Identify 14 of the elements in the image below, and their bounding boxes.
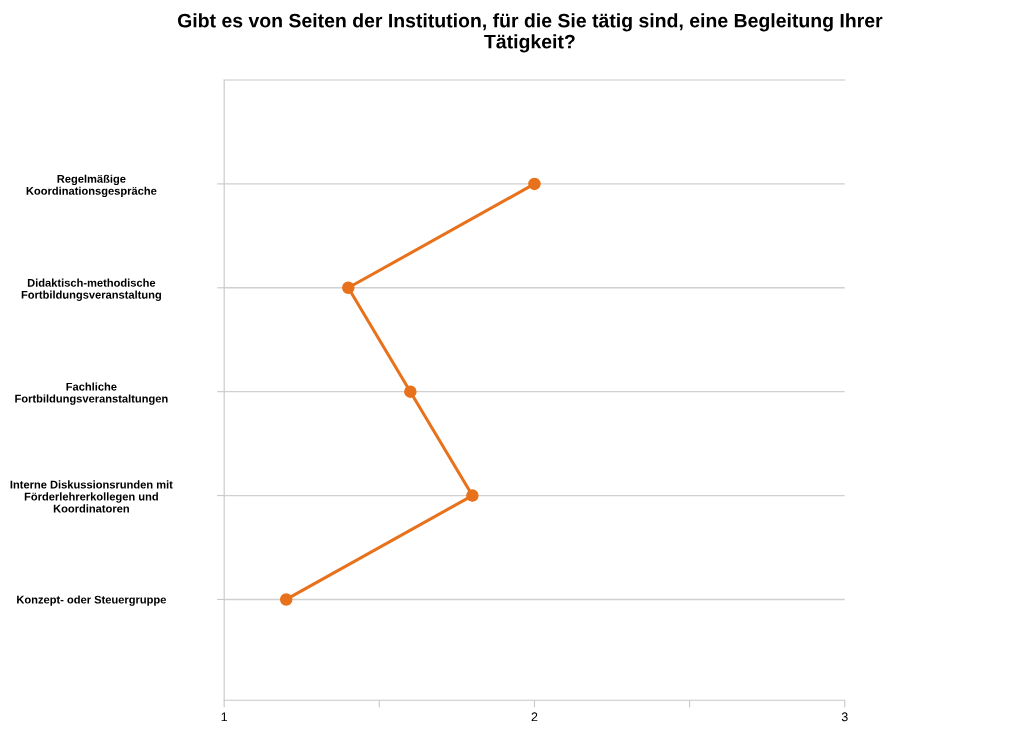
x-tick-label: 1	[221, 712, 228, 722]
point	[342, 281, 355, 295]
y-tick-label: Didaktisch-methodische Fortbildungsveranstaltung	[21, 278, 161, 301]
y-tick-label: Regelmäßige Koordinationsgespräche	[26, 174, 157, 198]
chart-title: Gibt es von Seiten der Institution, für die Sie tätig sind, eine Begleitung Ihrer Tätigkeit?	[177, 13, 883, 53]
y-tick-label: Konzept- oder Steuergruppe	[17, 595, 166, 606]
point	[279, 593, 293, 606]
y-tick-label: Fachliche Fortbildungsveranstaltungen	[15, 382, 168, 405]
x-tick-label: 2	[531, 712, 538, 722]
y-tick-label: Interne Diskussionsrunden mit Förderlehrerkollegen und Koordinatoren	[10, 480, 173, 513]
point	[466, 489, 479, 502]
point	[404, 385, 417, 398]
point	[528, 177, 541, 191]
x-tick-label: 3	[841, 712, 848, 722]
